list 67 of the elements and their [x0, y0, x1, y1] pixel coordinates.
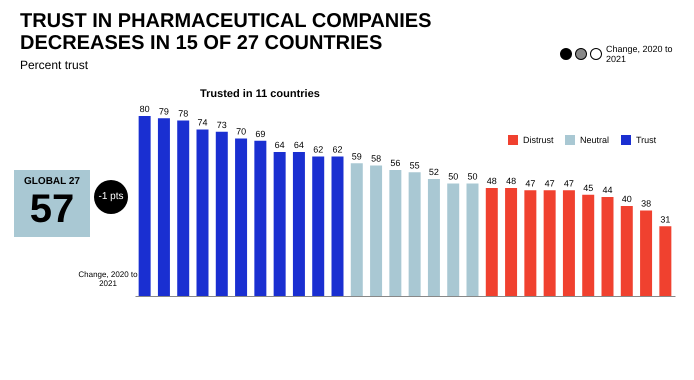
data-label: 47 — [564, 178, 574, 188]
bar — [620, 206, 633, 296]
bar — [389, 170, 402, 296]
bar — [196, 130, 208, 296]
data-label: 78 — [178, 108, 188, 118]
text: -1 pts — [94, 180, 128, 214]
legend-label: Neutral — [580, 135, 610, 145]
bar — [370, 166, 382, 296]
data-label: 44 — [602, 185, 613, 195]
bar — [582, 194, 594, 296]
text: Trusted in 11 countries — [200, 88, 320, 100]
bar — [292, 152, 305, 296]
data-label: 55 — [410, 160, 420, 170]
legend-label: Distrust — [523, 135, 554, 145]
data-label: 70 — [236, 126, 246, 136]
bar — [235, 138, 248, 296]
bar — [216, 132, 228, 296]
data-label: 40 — [622, 194, 632, 204]
bar — [254, 140, 266, 296]
bar — [312, 156, 324, 296]
legend-label: Trust — [636, 135, 657, 145]
data-label: 64 — [294, 140, 304, 150]
data-label: 48 — [506, 176, 516, 186]
data-label: 74 — [197, 118, 208, 128]
data-label: 50 — [448, 172, 458, 182]
bar — [524, 190, 536, 296]
data-label: 73 — [216, 120, 227, 130]
bar — [659, 226, 672, 296]
annotation: Change, 2020 to 2021 — [78, 270, 138, 288]
data-label: 80 — [140, 104, 150, 114]
bar — [486, 188, 498, 296]
bar — [602, 197, 614, 296]
data-label: 59 — [352, 151, 362, 162]
text: Change, 2020 to 2021 — [606, 44, 674, 64]
bar — [177, 120, 190, 296]
data-label: 69 — [255, 128, 266, 139]
bar — [562, 190, 575, 296]
chart-subtitle: Percent trust — [20, 58, 88, 72]
text: GLOBAL 27 — [23, 176, 81, 187]
data-label: 64 — [274, 140, 285, 150]
data-label: 38 — [641, 198, 652, 208]
chart-title: TRUST IN PHARMACEUTICAL COMPANIES DECREASES IN 15 OF 27 COUNTRIES — [20, 10, 432, 54]
bar — [332, 156, 344, 296]
data-label: 47 — [525, 178, 536, 188]
bar — [544, 190, 556, 296]
bar — [274, 152, 286, 296]
data-label: 62 — [313, 144, 324, 154]
bar — [640, 210, 652, 296]
data-label: 45 — [583, 182, 594, 193]
data-label: 52 — [428, 167, 439, 177]
bar — [505, 188, 518, 296]
data-label: 79 — [158, 106, 169, 116]
data-label: 58 — [371, 154, 382, 164]
bar — [428, 179, 440, 296]
bar — [350, 163, 363, 296]
data-label: 48 — [486, 176, 497, 186]
text: 57 — [28, 187, 76, 231]
data-label: 56 — [390, 158, 400, 168]
data-label: 31 — [660, 214, 670, 224]
bar — [138, 116, 151, 296]
data-label: 50 — [467, 172, 478, 182]
data-label: 62 — [332, 144, 343, 154]
data-label: 47 — [544, 178, 555, 188]
bar — [408, 172, 421, 296]
bar — [466, 184, 478, 296]
bar — [447, 184, 460, 296]
bar — [158, 118, 170, 296]
